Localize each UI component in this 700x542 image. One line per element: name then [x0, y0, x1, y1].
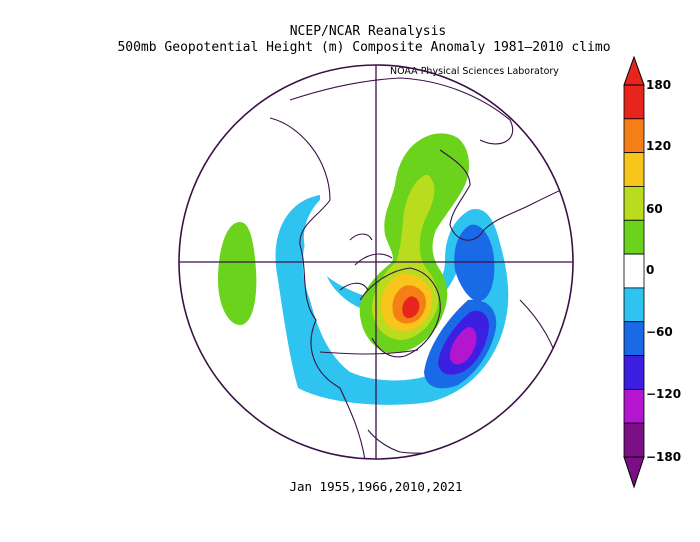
colorbar-segment [623, 321, 645, 356]
colorbar-tick-label: −60 [646, 325, 673, 339]
colorbar-segments [623, 84, 645, 458]
colorbar-segment [623, 219, 645, 255]
colorbar-segment [623, 355, 645, 390]
anomaly-pos-30-west [218, 222, 257, 325]
date-list: Jan 1955,1966,2010,2021 [289, 479, 463, 494]
anomaly-neg-120-contour [449, 327, 477, 365]
colorbar-top-arrow [623, 55, 645, 86]
colorbar-segment [623, 253, 645, 289]
colorbar-tick-label: 0 [646, 263, 655, 277]
credit-label: NOAA Physical Sciences Laboratory [390, 66, 559, 77]
colorbar-tick-label: 180 [646, 78, 672, 92]
colorbar-tick-label: 120 [646, 139, 672, 153]
colorbar-tick-label: −180 [646, 450, 682, 464]
colorbar-segment [623, 152, 645, 187]
colorbar-segment [623, 422, 645, 458]
colorbar-segment [623, 84, 645, 120]
colorbar-segment [623, 186, 645, 221]
colorbar-segment [623, 388, 645, 424]
colorbar-tick-label: −120 [646, 387, 682, 401]
colorbar-segment [623, 287, 645, 323]
chart-subtitle: 500mb Geopotential Height (m) Composite … [117, 40, 611, 55]
colorbar-bottom-arrow [623, 456, 645, 489]
colorbar-tick-label: 60 [646, 202, 663, 216]
asia-coast [289, 77, 514, 145]
anomaly-pos-150-contour [402, 296, 420, 319]
anomaly-neg-60-contour [454, 224, 495, 302]
map-boundary [178, 64, 574, 460]
colorbar-segment [623, 118, 645, 154]
europe-coast [439, 149, 573, 241]
greenland-coast [359, 267, 441, 358]
us-border [319, 349, 419, 355]
chart-title: NCEP/NCAR Reanalysis [289, 24, 447, 39]
canada-islands [339, 233, 393, 291]
north-america-coast [269, 117, 366, 459]
